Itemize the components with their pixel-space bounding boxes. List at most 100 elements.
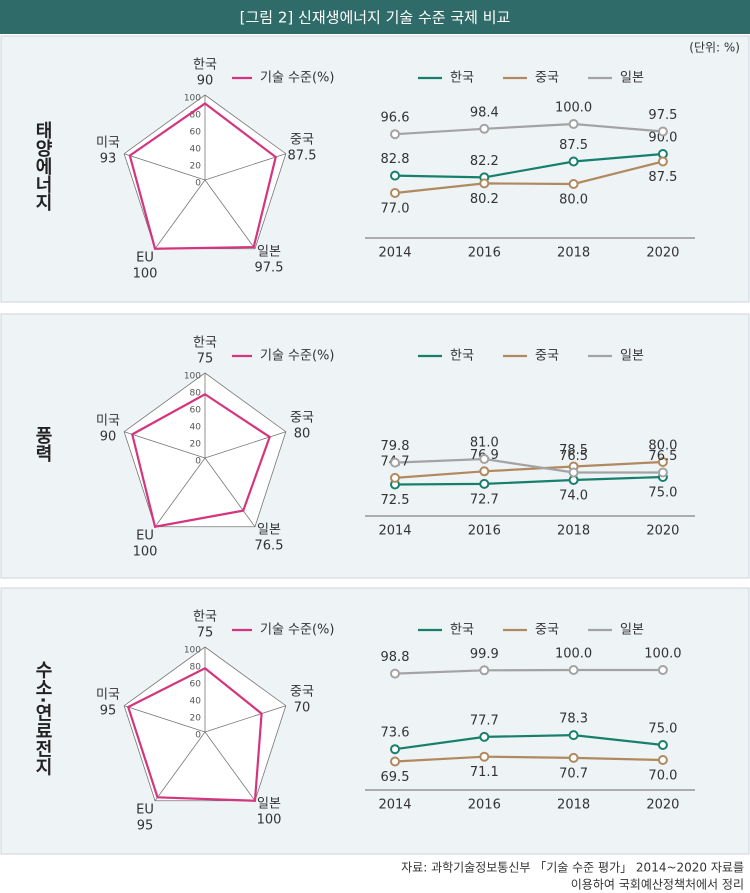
series-line — [394, 733, 664, 751]
legend-label: 한국 — [450, 623, 474, 638]
spoke — [204, 431, 286, 459]
point — [657, 755, 668, 765]
point — [479, 731, 490, 742]
series-line — [394, 668, 663, 675]
r-tick-label: 20 — [190, 440, 202, 450]
legend-label: 일본 — [620, 349, 644, 364]
point — [568, 752, 579, 763]
data-label: 80.0 — [648, 439, 677, 454]
point — [568, 665, 579, 675]
radar-area — [128, 102, 277, 250]
series-line — [394, 122, 663, 136]
x-tick-label: 2014 — [378, 798, 411, 813]
category-value: 95 — [137, 819, 154, 834]
section-label: 태양에너지 — [32, 121, 53, 212]
point — [657, 156, 668, 167]
category-value: 90 — [197, 74, 214, 89]
panel — [0, 35, 750, 303]
r-tick-label: 40 — [190, 145, 202, 155]
spoke — [154, 179, 206, 250]
point — [657, 740, 668, 750]
r-tick-label: 20 — [190, 162, 202, 172]
x-tick-label: 2018 — [557, 798, 590, 813]
x-tick-label: 2014 — [378, 246, 411, 261]
category-label: 일본 — [257, 523, 281, 538]
point — [657, 126, 668, 137]
panel — [0, 313, 750, 579]
point — [390, 170, 400, 181]
spoke — [204, 705, 286, 733]
point — [390, 188, 400, 198]
point — [479, 751, 490, 762]
data-label: 100.0 — [555, 647, 592, 662]
x-tick-label: 2014 — [378, 524, 411, 539]
data-label: 98.8 — [381, 650, 410, 665]
point — [479, 466, 490, 477]
data-label: 80.2 — [470, 192, 499, 207]
data-label: 71.1 — [470, 765, 499, 780]
data-label: 70.0 — [648, 769, 677, 784]
legend-label: 기술 수준(%) — [260, 623, 334, 638]
category-value: 76.5 — [255, 539, 284, 554]
legend-label: 일본 — [620, 71, 644, 86]
point — [390, 744, 400, 755]
data-label: 74.0 — [559, 489, 588, 504]
panel — [0, 587, 750, 855]
spoke — [204, 457, 256, 528]
data-label: 78.5 — [559, 443, 588, 458]
r-tick-label: 60 — [190, 128, 202, 138]
category-value: 70 — [294, 701, 311, 716]
spoke — [204, 179, 256, 250]
r-tick-label: 0 — [195, 179, 201, 189]
data-label: 78.3 — [559, 712, 588, 727]
radar-area — [130, 392, 271, 529]
data-label: 81.0 — [470, 436, 499, 451]
unit-label: (단위: %) — [689, 41, 740, 55]
r-tick-label: 80 — [190, 111, 202, 121]
x-tick-label: 2016 — [468, 246, 501, 261]
data-label: 76.5 — [648, 449, 677, 464]
r-tick-label: 60 — [190, 406, 202, 416]
category-label: EU — [136, 251, 154, 266]
data-label: 99.9 — [470, 647, 499, 662]
r-tick-label: 40 — [190, 697, 202, 707]
source: 이용하여 국회예산정책처에서 정리 — [571, 877, 744, 892]
legend-label: 기술 수준(%) — [260, 71, 334, 86]
category-value: 97.5 — [255, 261, 284, 276]
title-bar — [0, 0, 750, 34]
point — [568, 119, 579, 129]
r-tick-label: 100 — [184, 372, 201, 382]
point — [390, 457, 400, 468]
data-label: 75.0 — [648, 722, 677, 737]
series-line — [394, 457, 663, 474]
category-value: 95 — [100, 704, 117, 719]
data-label: 77.7 — [470, 713, 499, 728]
legend-label: 한국 — [450, 71, 474, 86]
data-label: 82.2 — [470, 154, 499, 169]
data-label: 72.5 — [381, 493, 410, 508]
x-tick-label: 2020 — [646, 524, 679, 539]
spoke — [204, 153, 286, 181]
point — [568, 179, 579, 189]
legend-label: 중국 — [535, 71, 559, 86]
category-label: 중국 — [290, 685, 314, 700]
r-tick-label: 100 — [184, 646, 201, 656]
r-tick-label: 80 — [190, 389, 202, 399]
point — [657, 457, 668, 467]
point — [390, 129, 400, 140]
data-label: 80.0 — [559, 193, 588, 208]
legend-label: 중국 — [535, 349, 559, 364]
data-label: 73.6 — [381, 726, 410, 741]
r-tick-label: 80 — [190, 663, 202, 673]
r-tick-label: 100 — [184, 94, 201, 104]
series-line — [394, 755, 663, 763]
category-value: 87.5 — [288, 149, 317, 164]
source: 자료: 과학기술정보통신부 「기술 수준 평가」 2014~2020 자료를 — [401, 861, 744, 875]
legend-label: 기술 수준(%) — [260, 349, 334, 364]
r-tick-label: 0 — [195, 731, 201, 741]
point — [479, 123, 490, 134]
page-title: [그림 2] 신재생에너지 기술 수준 국제 비교 — [240, 9, 511, 27]
data-label: 70.7 — [559, 766, 588, 781]
data-label: 79.8 — [381, 439, 410, 454]
